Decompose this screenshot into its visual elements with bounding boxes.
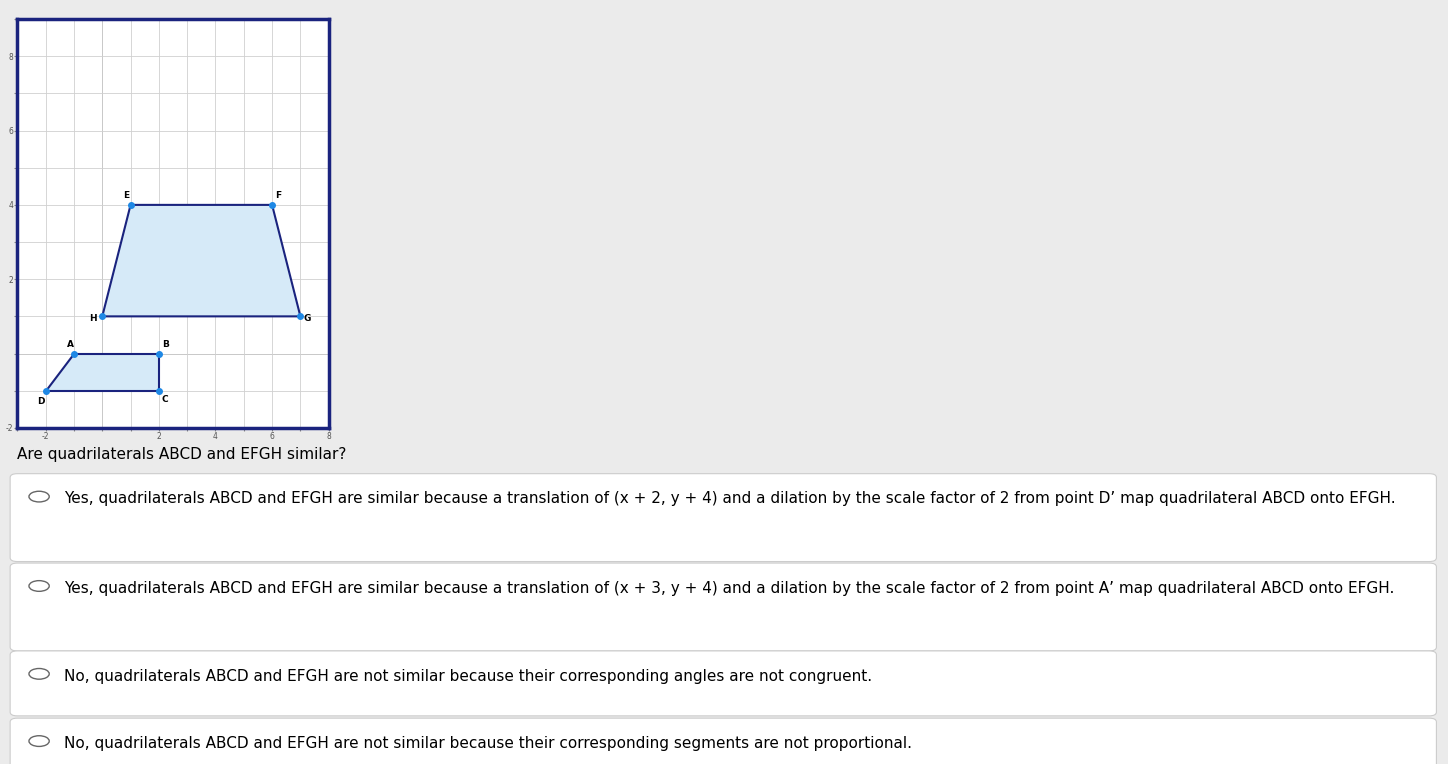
Text: Yes, quadrilaterals ABCD and EFGH are similar because a translation of (x + 2, y: Yes, quadrilaterals ABCD and EFGH are si… (64, 491, 1396, 507)
Text: A: A (67, 340, 74, 349)
Text: D: D (38, 397, 45, 406)
Polygon shape (46, 354, 159, 390)
Polygon shape (103, 205, 300, 316)
Text: Are quadrilaterals ABCD and EFGH similar?: Are quadrilaterals ABCD and EFGH similar… (17, 447, 346, 462)
Text: F: F (275, 191, 281, 200)
Text: No, quadrilaterals ABCD and EFGH are not similar because their corresponding seg: No, quadrilaterals ABCD and EFGH are not… (64, 736, 912, 751)
Text: E: E (123, 191, 129, 200)
Text: G: G (304, 314, 311, 323)
Text: B: B (162, 340, 168, 349)
Text: Yes, quadrilaterals ABCD and EFGH are similar because a translation of (x + 3, y: Yes, quadrilaterals ABCD and EFGH are si… (64, 581, 1394, 596)
Text: No, quadrilaterals ABCD and EFGH are not similar because their corresponding ang: No, quadrilaterals ABCD and EFGH are not… (64, 668, 872, 684)
Text: H: H (90, 314, 97, 323)
Text: C: C (162, 395, 168, 404)
